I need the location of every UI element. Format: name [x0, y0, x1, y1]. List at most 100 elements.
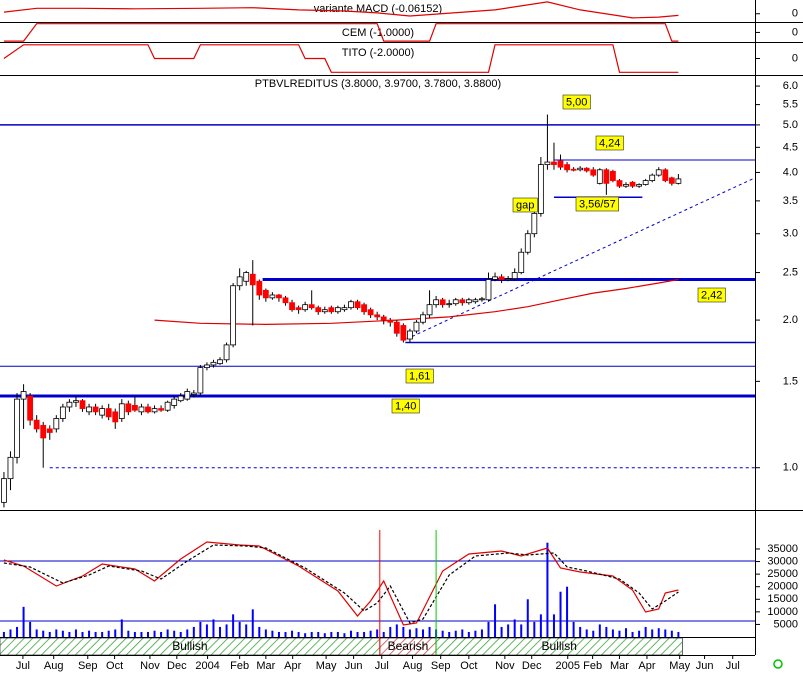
candle-body — [164, 401, 171, 411]
y-tick-label: 4.0 — [783, 166, 798, 178]
candle-body — [551, 161, 557, 165]
annotation-box — [562, 94, 591, 110]
volume-bar — [500, 626, 503, 637]
volume-bar — [526, 599, 529, 637]
x-tick-label: Feb — [583, 660, 602, 672]
candle-body — [420, 314, 426, 323]
candle-body — [118, 403, 125, 419]
candle-body — [426, 304, 433, 316]
candle-body — [184, 391, 191, 400]
candle-body — [14, 398, 20, 458]
y-tick-label: 4.5 — [783, 141, 798, 153]
y-tick-label: 3.5 — [783, 195, 798, 207]
volume-bar — [212, 619, 215, 637]
volume-bar — [271, 630, 274, 637]
volume-bar — [133, 631, 136, 637]
candle-body — [616, 180, 623, 187]
candle-body — [1, 478, 7, 503]
x-tick-label: Jun — [345, 660, 363, 672]
series-line — [3, 1, 679, 19]
volume-bar — [219, 626, 222, 637]
candle-body — [544, 161, 551, 165]
volume-bar — [160, 631, 163, 637]
candle-body — [341, 307, 348, 311]
volume-bar — [284, 631, 287, 637]
candle-body — [86, 406, 92, 413]
candle-body — [66, 401, 73, 408]
candle-body — [236, 276, 243, 287]
candle-body — [230, 285, 237, 346]
volume-bar — [598, 624, 601, 637]
candle-body — [151, 408, 158, 413]
candle-body — [92, 406, 99, 413]
candle-body — [439, 299, 446, 306]
volume-bar — [487, 621, 490, 637]
volume-bar — [205, 624, 208, 637]
candle-body — [361, 304, 367, 313]
volume-bar — [605, 626, 608, 637]
series-line — [3, 44, 679, 73]
candle-body — [531, 213, 538, 235]
annotation-box — [391, 398, 420, 414]
volume-bar — [382, 631, 385, 637]
candle-body — [53, 418, 60, 430]
volume-bar — [552, 614, 555, 637]
x-tick-label: Aug — [44, 660, 64, 672]
panel-title: PTBVLREDITUS (3.8000, 3.9700, 3.7800, 3.… — [255, 78, 501, 90]
volume-bar — [343, 633, 346, 637]
candle-body — [413, 321, 420, 332]
x-tick-label: Jul — [726, 660, 740, 672]
volume-bar — [140, 631, 143, 637]
candle-body — [210, 361, 217, 366]
volume-bar — [585, 629, 588, 637]
y-tick-label: 35000 — [767, 543, 798, 555]
volume-bar — [480, 629, 483, 637]
candle-body — [452, 299, 459, 305]
volume-bar — [74, 629, 77, 637]
y-tick-label: 5000 — [774, 618, 798, 630]
x-tick-label: May — [669, 660, 690, 672]
volume-bar — [35, 629, 38, 637]
candle-body — [334, 307, 341, 313]
candle-body — [596, 169, 603, 184]
volume-bar — [317, 631, 320, 637]
volume-bar — [461, 629, 464, 637]
candle-body — [33, 419, 40, 430]
panel-title: TITO (-2.0000) — [342, 47, 415, 59]
candle-body — [570, 168, 577, 171]
volume-bar — [166, 629, 169, 637]
volume-bar — [291, 630, 294, 637]
candle-body — [387, 319, 394, 323]
x-tick-label: Apr — [284, 660, 301, 672]
candle-body — [505, 278, 512, 280]
candle-body — [498, 276, 505, 280]
volume-bar — [376, 629, 379, 637]
candle-body — [46, 428, 53, 433]
candle-body — [524, 233, 531, 253]
volume-bar — [42, 630, 45, 637]
volume-bar — [513, 619, 516, 637]
candle-body — [295, 307, 302, 311]
volume-bar — [277, 631, 280, 637]
annotation: 1,61 — [409, 370, 430, 382]
candle-body — [642, 180, 649, 185]
candle-body — [472, 299, 479, 303]
y-tick-label: 30000 — [767, 555, 798, 567]
volume-bar — [101, 631, 104, 637]
candle-body — [610, 170, 616, 181]
annotation-box — [405, 368, 434, 384]
annotation: 5,00 — [566, 96, 587, 108]
candle-body — [79, 400, 86, 409]
annotation-box — [595, 135, 624, 151]
y-tick-label: 0 — [792, 8, 798, 20]
candle-body — [675, 178, 682, 184]
candle-body — [276, 294, 282, 299]
volume-bar — [114, 629, 117, 637]
candle-body — [564, 164, 570, 171]
volume-bar — [611, 629, 614, 637]
volume-bar — [618, 630, 621, 637]
x-tick-label: Aug — [403, 660, 423, 672]
candle-body — [27, 395, 34, 421]
candle-body — [492, 276, 498, 280]
candle-body — [407, 330, 413, 340]
